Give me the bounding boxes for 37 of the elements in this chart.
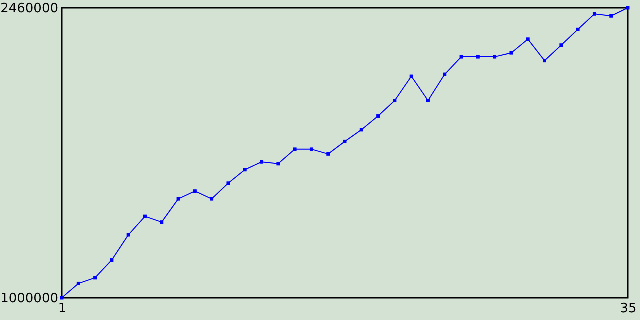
point	[510, 51, 514, 55]
point	[293, 148, 297, 152]
point	[160, 220, 164, 224]
point	[560, 44, 564, 48]
point	[393, 99, 397, 102]
point	[576, 28, 580, 32]
point	[226, 182, 230, 186]
y-tick-label: 2460000	[0, 2, 58, 16]
point	[76, 282, 80, 286]
point	[460, 55, 464, 59]
point	[592, 12, 596, 16]
point	[326, 152, 330, 156]
point	[144, 214, 147, 218]
point	[176, 197, 180, 201]
point	[426, 99, 430, 102]
point	[260, 160, 264, 164]
point	[543, 59, 546, 63]
point	[493, 55, 497, 59]
y-tick-label: 1000000	[0, 292, 58, 306]
point	[94, 276, 98, 280]
point	[276, 162, 280, 166]
point	[360, 128, 364, 132]
x-tick-label: 35	[620, 302, 637, 316]
point	[110, 258, 114, 262]
point	[210, 197, 214, 201]
point	[610, 14, 614, 18]
x-tick-label: 1	[58, 302, 67, 316]
point	[526, 38, 530, 42]
point	[193, 190, 197, 194]
line-series	[60, 6, 630, 300]
point	[126, 233, 130, 237]
point	[310, 148, 314, 152]
point	[243, 168, 247, 172]
point	[410, 74, 414, 78]
point	[376, 114, 380, 118]
point	[476, 55, 480, 59]
point	[443, 72, 447, 76]
